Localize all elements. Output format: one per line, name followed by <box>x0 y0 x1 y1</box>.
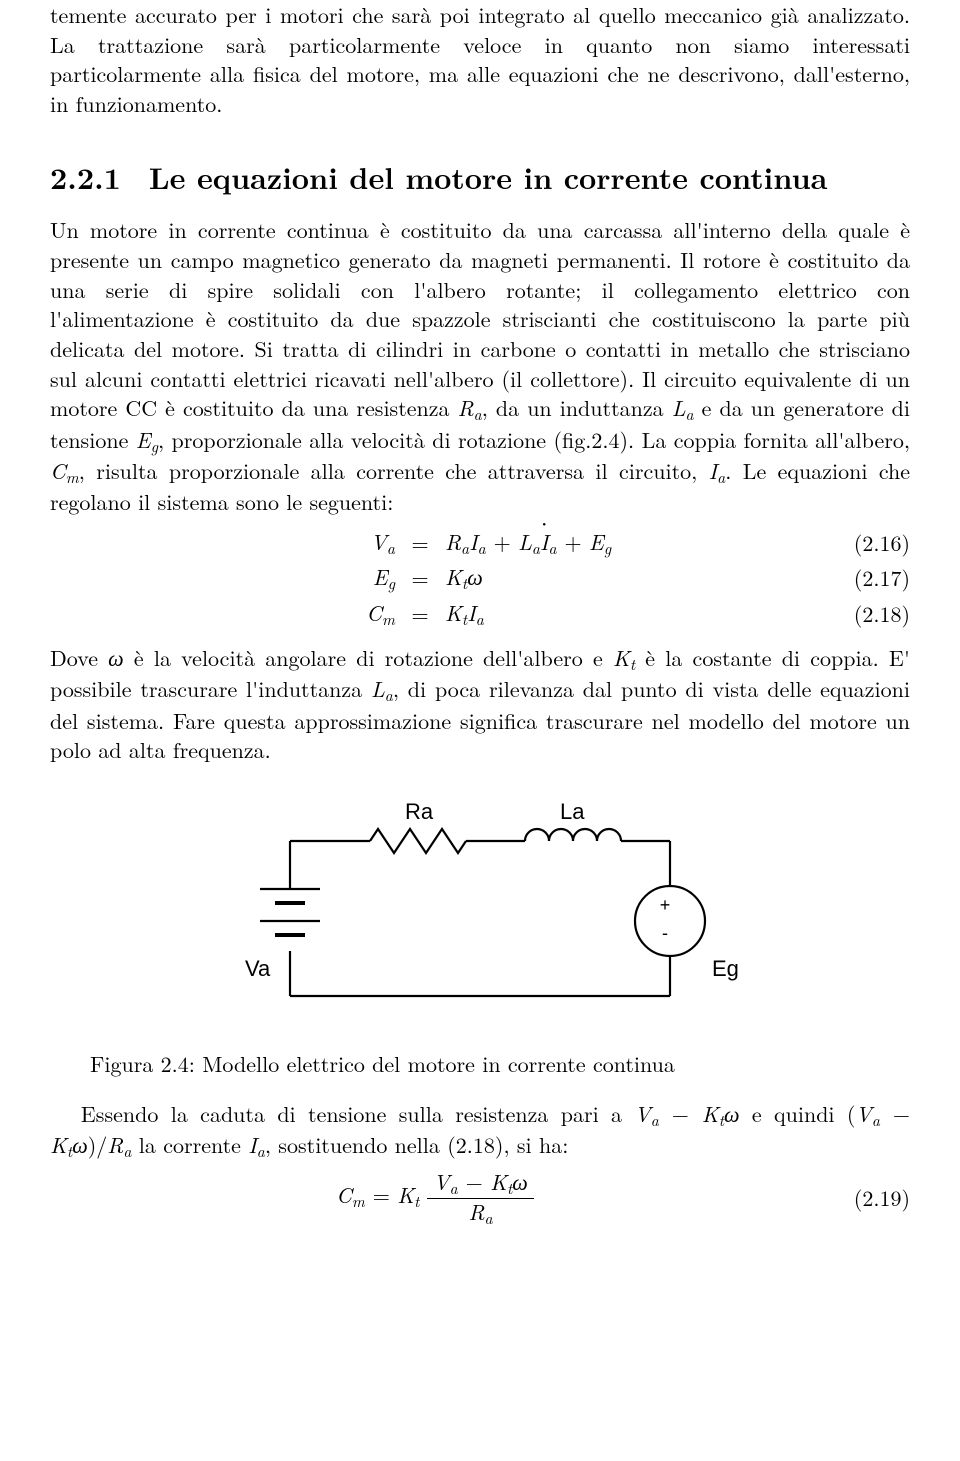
section-title: Le equazioni del motore in corrente cont… <box>149 155 828 198</box>
equation-number: (2.16) <box>820 528 910 558</box>
text-run: e quindi <box>740 1098 847 1129</box>
text-run: Essendo la caduta di tensione sulla resi… <box>81 1098 635 1129</box>
expr-Va-minus-Ktw: Va − Ktω <box>634 1098 739 1129</box>
text-run: è la velocità angolare di rotazione dell… <box>124 642 613 673</box>
figure-2-4: Ra La Va Eg + - <box>160 791 800 1031</box>
label-Ra: Ra <box>405 799 434 824</box>
equation-2-16: Va = RaIa + LaIa + Eg (2.16) <box>50 527 910 558</box>
label-plus: + <box>660 895 671 915</box>
equation-number: (2.18) <box>820 599 910 629</box>
body-paragraph-1: Un motore in corrente continua è costitu… <box>50 215 910 517</box>
text-run: , sostituendo nella (2.18), si ha: <box>265 1129 569 1160</box>
symbol-Ia: Ia <box>709 455 726 486</box>
symbol-Eg: Eg <box>136 424 158 455</box>
label-Eg: Eg <box>712 956 739 981</box>
circuit-diagram: Ra La Va Eg + - <box>220 791 740 1031</box>
equation-block: Va = RaIa + LaIa + Eg (2.16) Eg = Ktω (2… <box>50 527 910 629</box>
symbol-La: La <box>371 673 393 704</box>
label-La: La <box>560 799 585 824</box>
text-run: , risulta proporzionale alla corrente ch… <box>79 455 709 486</box>
equation-number: (2.17) <box>820 563 910 593</box>
symbol-Kt: Kt <box>613 642 635 673</box>
text-run: Dove <box>50 642 108 673</box>
figure-caption: Figura 2.4: Modello elettrico del motore… <box>90 1049 910 1079</box>
section-number: 2.2.1 <box>50 157 121 198</box>
symbol-omega: ω <box>108 642 124 673</box>
equation-2-17: Eg = Ktω (2.17) <box>50 562 910 593</box>
symbol-Cm: Cm <box>50 455 79 486</box>
body-paragraph-3: Essendo la caduta di tensione sulla resi… <box>50 1099 910 1162</box>
text-run: la corrente <box>131 1129 248 1160</box>
symbol-Ia: Ia <box>248 1129 265 1160</box>
text-run: , proporzionale alla velocità di rotazio… <box>158 424 910 455</box>
equation-number: (2.19) <box>820 1183 910 1213</box>
equation-2-18: Cm = KtIa (2.18) <box>50 598 910 629</box>
page: temente accurato per i motori che sarà p… <box>0 0 960 1271</box>
equation-2-19: Cm = Kt Va − Ktω Ra (2.19) <box>50 1169 910 1226</box>
text-run: , da un induttanza <box>482 392 672 423</box>
symbol-Ra: Ra <box>458 392 482 423</box>
intro-paragraph: temente accurato per i motori che sarà p… <box>50 0 910 119</box>
symbol-La: La <box>672 392 694 423</box>
body-paragraph-2: Dove ω è la velocità angolare di rotazio… <box>50 643 910 765</box>
label-minus: - <box>662 923 668 943</box>
label-Va: Va <box>245 956 271 981</box>
section-heading: 2.2.1 Le equazioni del motore in corrente… <box>50 157 910 198</box>
